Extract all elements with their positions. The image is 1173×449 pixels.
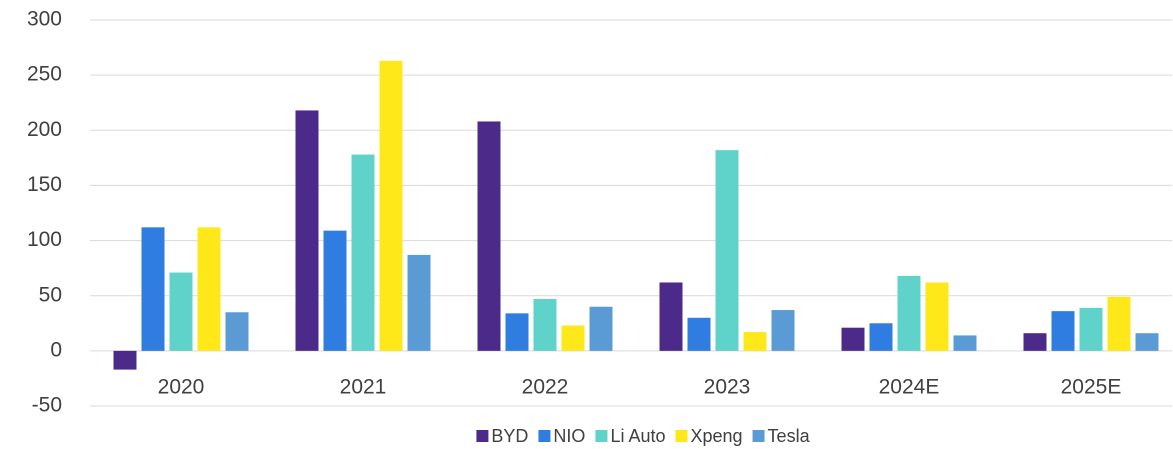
- legend-swatch: [538, 430, 551, 442]
- legend-swatch: [476, 430, 489, 442]
- legend-label: Tesla: [768, 426, 811, 446]
- legend-label: BYD: [491, 426, 528, 446]
- bar: [1107, 296, 1131, 351]
- bar: [1079, 307, 1103, 351]
- bar: [407, 254, 431, 351]
- legend-swatch: [675, 430, 688, 442]
- bar: [659, 282, 683, 351]
- legend-swatch: [595, 430, 608, 442]
- bar: [561, 325, 585, 351]
- bar: [197, 227, 221, 351]
- y-tick-label: 50: [39, 283, 62, 306]
- bar: [715, 150, 739, 351]
- x-tick-label: 2024E: [879, 376, 940, 399]
- x-tick-label: 2022: [522, 376, 569, 399]
- bar: [841, 327, 865, 351]
- legend: BYD NIO Li Auto Xpeng Tesla: [476, 426, 811, 446]
- bar: [351, 154, 375, 351]
- bar: [1135, 333, 1159, 351]
- legend-swatch: [752, 430, 765, 442]
- bar: [141, 227, 165, 351]
- legend-label: NIO: [553, 426, 585, 446]
- y-tick-label: 100: [27, 228, 62, 251]
- y-tick-label: -50: [32, 394, 62, 417]
- bar: [589, 306, 613, 351]
- bar: [505, 313, 529, 351]
- bar: [295, 110, 319, 351]
- y-tick-label: 250: [27, 63, 62, 86]
- bar: [771, 310, 795, 351]
- legend-label: Xpeng: [690, 426, 742, 446]
- legend-label: Li Auto: [610, 426, 665, 446]
- bar: [477, 121, 501, 351]
- bar: [113, 350, 137, 370]
- bar: [379, 60, 403, 351]
- bar: [1051, 311, 1075, 351]
- x-tick-label: 2025E: [1061, 376, 1122, 399]
- bar: [869, 323, 893, 351]
- bar: [323, 230, 347, 351]
- bar: [743, 332, 767, 351]
- bar: [533, 299, 557, 351]
- x-tick-label: 2020: [158, 376, 205, 399]
- y-tick-label: 150: [27, 173, 62, 196]
- x-tick-label: 2023: [704, 376, 751, 399]
- bar: [953, 335, 977, 351]
- x-tick-label: 2021: [340, 376, 387, 399]
- bar: [687, 317, 711, 351]
- y-tick-label: 300: [27, 8, 62, 31]
- bar: [225, 312, 249, 351]
- bar: [897, 275, 921, 351]
- bar: [169, 272, 193, 351]
- bar: [925, 282, 949, 351]
- y-tick-label: 0: [50, 338, 62, 361]
- y-tick-label: 200: [27, 118, 62, 141]
- bar: [1023, 333, 1047, 351]
